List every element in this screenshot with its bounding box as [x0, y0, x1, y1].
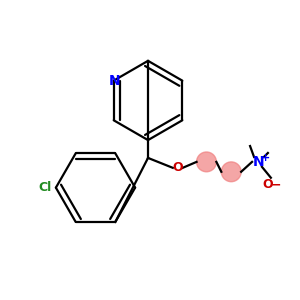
Text: Cl: Cl — [39, 181, 52, 194]
Circle shape — [196, 152, 216, 172]
Text: −: − — [271, 178, 281, 191]
Text: N: N — [253, 155, 265, 169]
Text: O: O — [172, 161, 183, 174]
Text: +: + — [261, 153, 271, 163]
Text: N: N — [109, 74, 121, 88]
Circle shape — [221, 162, 241, 182]
Text: O: O — [262, 178, 273, 191]
